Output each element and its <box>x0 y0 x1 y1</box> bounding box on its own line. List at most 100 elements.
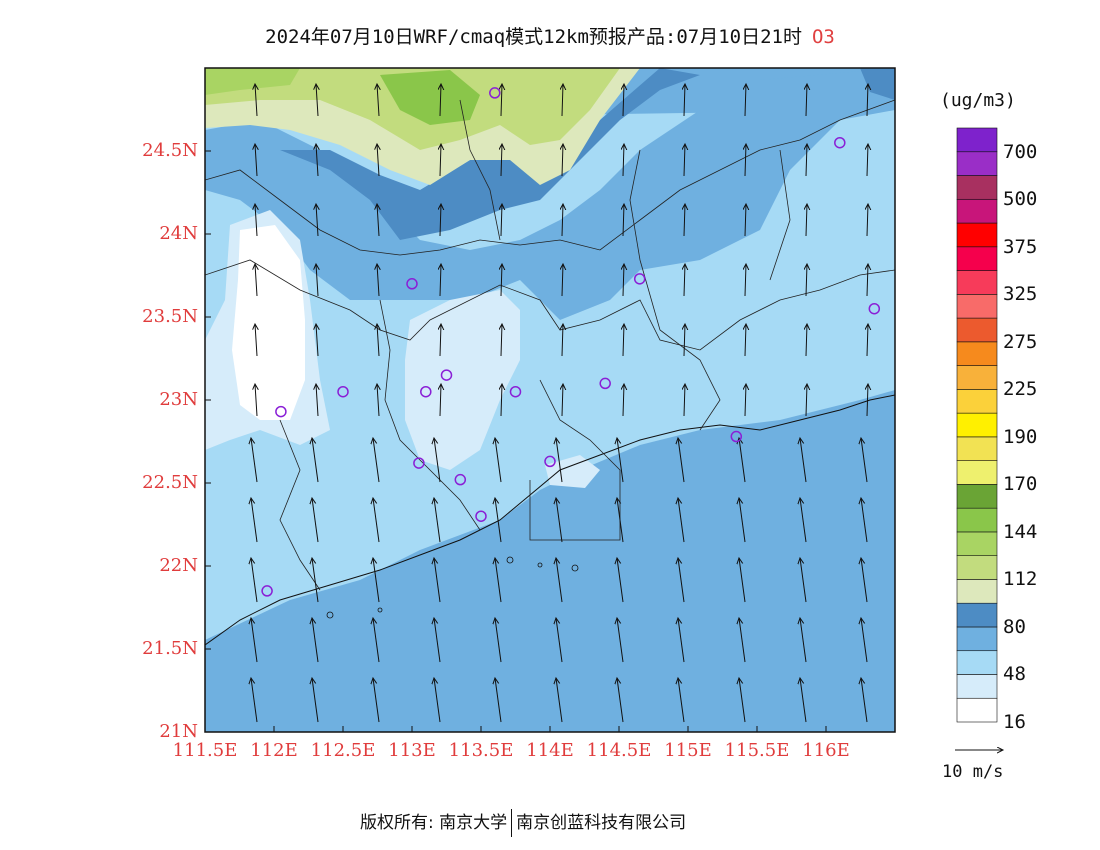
colorbar-bin <box>956 270 998 295</box>
copyright-footer: 版权所有: 南京大学 南京创蓝科技有限公司 <box>360 808 686 837</box>
colorbar-tick-label: 375 <box>1003 235 1038 258</box>
wind-arrow <box>440 264 441 297</box>
colorbar-bin <box>956 294 998 319</box>
monitoring-station-marker <box>475 510 487 522</box>
colorbar-bin <box>956 175 998 200</box>
monitoring-station-marker <box>406 278 418 290</box>
colorbar-tick-label: 170 <box>1003 473 1038 496</box>
wind-arrow <box>434 558 441 603</box>
wind-arrow <box>806 144 807 177</box>
colorbar-bin <box>956 151 998 176</box>
wind-arrow <box>623 324 624 357</box>
wind-arrow <box>623 84 624 117</box>
lon-tick-label: 113.5E <box>448 740 514 761</box>
wind-arrow <box>251 678 258 723</box>
wind-arrow <box>251 438 258 483</box>
wind-arrow <box>739 498 746 543</box>
wind-arrow <box>806 264 807 297</box>
wind-arrow <box>684 324 685 357</box>
monitoring-station-marker <box>337 385 349 398</box>
lon-tick-label: 115.5E <box>724 740 790 761</box>
footer-separator <box>511 809 513 837</box>
colorbar-bin <box>956 650 998 675</box>
wind-arrow <box>556 438 563 483</box>
colorbar-bin <box>956 484 998 509</box>
wind-arrow <box>377 324 379 357</box>
wind-arrow <box>495 438 502 483</box>
wind-vectors <box>251 84 868 723</box>
colorbar <box>956 127 998 723</box>
reference-vector-label: 10 m/s <box>942 762 1004 782</box>
lon-tick-label: 114.5E <box>586 740 652 761</box>
wind-arrow <box>623 384 624 417</box>
colorbar-bin <box>956 507 998 533</box>
wind-arrow <box>867 384 868 417</box>
wind-arrow <box>684 204 685 237</box>
wind-arrow <box>495 558 502 603</box>
wind-arrow <box>440 144 441 177</box>
monitoring-station-marker <box>834 136 846 149</box>
wind-arrow <box>745 84 746 117</box>
colorbar-bin <box>956 626 998 652</box>
wind-arrow <box>861 438 868 483</box>
wind-arrow <box>861 498 868 543</box>
wind-arrow <box>806 204 807 237</box>
wind-arrow <box>377 84 379 117</box>
colorbar-bin <box>956 127 998 153</box>
wind-arrow <box>867 84 868 117</box>
monitoring-station-marker <box>454 473 467 486</box>
field-80-band <box>280 68 700 240</box>
wind-arrow <box>373 558 380 603</box>
wind-arrow <box>617 618 624 663</box>
monitoring-station-marker <box>730 430 743 443</box>
monitoring-station-marker <box>599 377 611 390</box>
wind-arrow <box>562 264 563 297</box>
monitoring-station-marker <box>509 385 522 398</box>
wind-arrow <box>806 84 807 117</box>
wind-arrow <box>556 618 563 663</box>
wind-arrow <box>678 678 685 723</box>
lat-tick-label: 22.5N <box>142 472 198 493</box>
wind-arrow <box>434 438 441 483</box>
wind-arrow <box>739 558 746 603</box>
wind-arrow <box>501 324 502 357</box>
lon-tick-label: 115E <box>664 740 712 761</box>
colorbar-bin <box>956 222 998 248</box>
wind-arrow <box>800 558 807 603</box>
wind-arrow <box>255 204 257 237</box>
wind-arrow <box>316 264 318 297</box>
wind-arrow <box>623 204 624 237</box>
wind-arrow <box>440 384 441 417</box>
colorbar-tick-label: 112 <box>1003 568 1038 591</box>
wind-arrow <box>312 678 319 723</box>
wind-arrow <box>562 144 563 177</box>
wind-arrow <box>377 384 379 417</box>
wind-arrow <box>501 144 502 177</box>
colorbar-bin <box>956 198 998 224</box>
colorbar-bin <box>956 389 998 414</box>
wind-arrow <box>800 498 807 543</box>
wind-arrow <box>316 84 318 117</box>
colorbar-bin <box>956 579 998 604</box>
wind-arrow <box>434 678 441 723</box>
wind-arrow <box>867 324 868 357</box>
colorbar-bin <box>956 460 998 485</box>
wind-arrow <box>377 204 379 237</box>
map-title: 2024年07月10日WRF/cmaq模式12km预报产品:07月10日21时 O… <box>0 22 1100 49</box>
monitoring-station-marker <box>275 405 287 418</box>
wind-arrow <box>377 144 379 177</box>
wind-arrow <box>684 84 685 117</box>
wind-arrow <box>495 498 502 543</box>
wind-arrow <box>316 204 318 237</box>
wind-arrow <box>678 558 685 603</box>
wind-arrow <box>745 324 746 357</box>
wind-arrow <box>562 84 563 117</box>
monitoring-station-marker <box>544 455 556 468</box>
colorbar-bin <box>956 317 998 343</box>
wind-arrow <box>800 438 807 483</box>
colorbar-bin <box>956 246 998 271</box>
footer-right: 南京创蓝科技有限公司 <box>516 813 687 833</box>
wind-arrow <box>867 144 868 177</box>
lon-tick-label: 116E <box>802 740 850 761</box>
